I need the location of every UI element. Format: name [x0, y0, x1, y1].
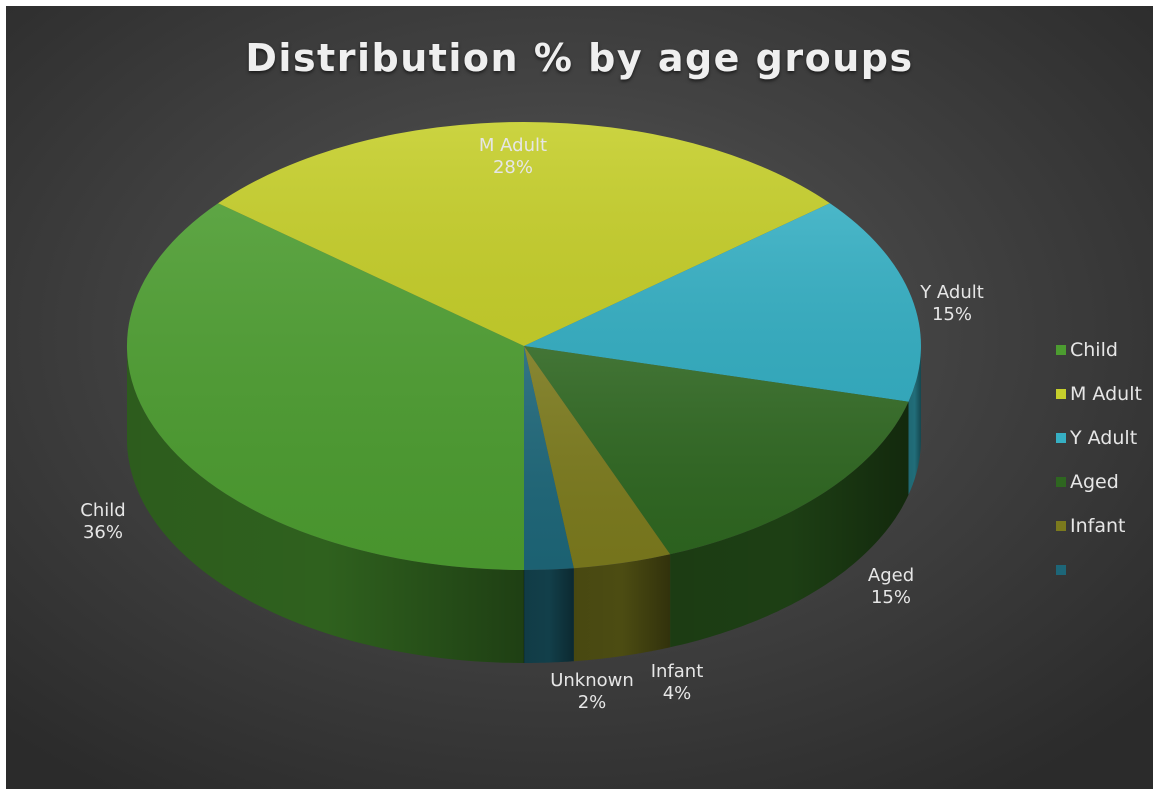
legend-label: M Adult — [1070, 383, 1142, 405]
slice-label-percent: 15% — [932, 304, 972, 325]
legend-label: Child — [1070, 339, 1118, 361]
pie-slice-sheen — [524, 346, 671, 569]
pie-slice-sheen — [218, 121, 830, 346]
legend-label: Y Adult — [1070, 427, 1138, 449]
pie-slice-sheen — [524, 346, 574, 570]
pie-side-shade — [670, 401, 909, 648]
slice-label-infant: Infant 4% — [651, 661, 704, 704]
slice-label-percent: 2% — [578, 692, 607, 713]
legend-swatch — [1056, 433, 1066, 443]
slice-label-y-adult: Y Adult 15% — [919, 282, 984, 325]
slice-label-child: Child 36% — [80, 500, 125, 543]
slice-label-unknown: Unknown 2% — [550, 670, 634, 713]
slice-label-aged: Aged 15% — [868, 565, 914, 608]
legend-swatch — [1056, 389, 1066, 399]
legend-swatch — [1056, 521, 1066, 531]
pie-chart: Child 36%M Adult 28%Y Adult 15%Aged 15%Infan… — [80, 121, 984, 713]
slice-label-name: M Adult — [479, 135, 547, 156]
slice-label-name: Y Adult — [919, 282, 984, 303]
pie-slice-sheen — [126, 203, 525, 570]
chart-title: Distribution % by age groups — [245, 36, 914, 80]
chart-area: Distribution % by age groups Child 36% M A… — [6, 6, 1153, 789]
slice-label-percent: 36% — [83, 522, 123, 543]
pie-side-shade — [908, 346, 921, 495]
slice-label-percent: 15% — [871, 587, 911, 608]
pie-slice-sheen — [524, 346, 909, 555]
legend: Child M Adult Y Adult Aged Infant — [1056, 328, 1142, 592]
legend-item: Infant — [1056, 504, 1142, 548]
legend-item: Y Adult — [1056, 416, 1142, 460]
slice-label-percent: 4% — [663, 683, 692, 704]
legend-item: M Adult — [1056, 372, 1142, 416]
pie-slice-sheen — [524, 203, 921, 402]
slice-label-m-adult: M Adult 28% — [479, 135, 547, 178]
pie-side-shade — [573, 554, 671, 662]
legend-item: Child — [1056, 328, 1142, 372]
legend-label: Aged — [1070, 471, 1119, 493]
legend-item — [1056, 548, 1142, 592]
slice-label-name: Child — [80, 500, 125, 521]
legend-swatch — [1056, 565, 1066, 575]
legend-swatch — [1056, 477, 1066, 487]
slice-label-name: Unknown — [550, 670, 634, 691]
slice-label-percent: 28% — [493, 157, 533, 178]
slice-label-name: Infant — [651, 661, 704, 682]
legend-label: Infant — [1070, 515, 1126, 537]
legend-item: Aged — [1056, 460, 1142, 504]
pie-side-shade — [127, 346, 524, 663]
slice-label-name: Aged — [868, 565, 914, 586]
legend-swatch — [1056, 345, 1066, 355]
pie-side-shade — [524, 568, 574, 663]
